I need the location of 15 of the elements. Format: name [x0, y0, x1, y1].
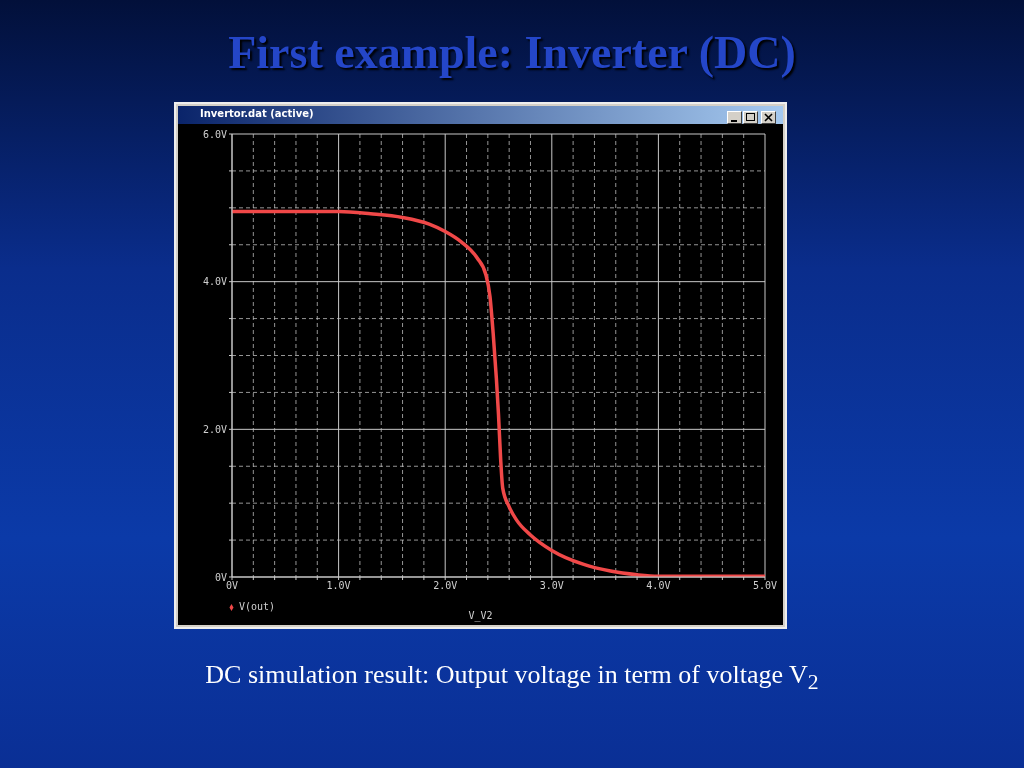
x-tick-label: 3.0V [539, 580, 564, 592]
y-tick-label: 0V [214, 571, 227, 583]
legend-label: V(out) [239, 601, 276, 612]
x-axis-title: V_V2 [468, 610, 493, 621]
x-tick-label: 1.0V [326, 580, 351, 592]
x-tick-label: 0V [225, 580, 239, 592]
y-tick-label: 2.0V [202, 423, 227, 435]
y-tick-label: 4.0V [202, 276, 227, 288]
y-tick-label: 6.0V [202, 128, 227, 140]
x-tick-label: 4.0V [646, 580, 671, 592]
x-tick-label: 2.0V [433, 580, 458, 592]
x-tick-label: 5.0V [752, 580, 778, 592]
text: DC simulation result: Output voltage in term of voltage V$_{2}$ [205, 660, 819, 695]
chart-subtitle: Invertor.dat (active) [200, 108, 314, 119]
chart-title: First example: Inverter (DC) [227, 26, 797, 79]
